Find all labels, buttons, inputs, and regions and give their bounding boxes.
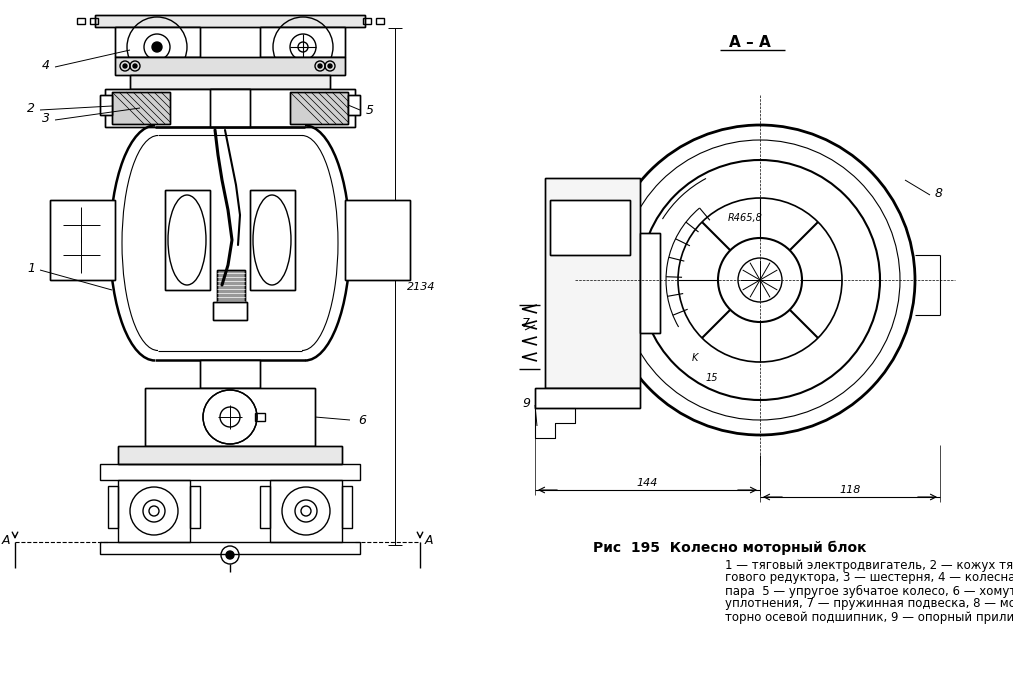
Bar [550, 200, 630, 255]
Bar [210, 89, 250, 127]
Bar [376, 18, 384, 24]
Bar [200, 360, 260, 388]
Bar [200, 360, 260, 388]
Text: 6: 6 [358, 414, 366, 427]
Bar [95, 15, 365, 27]
Bar [112, 92, 170, 124]
Bar [250, 190, 295, 290]
Text: пара  5 — упругое зубчатое колесо, 6 — хомут: пара 5 — упругое зубчатое колесо, 6 — хо… [725, 584, 1013, 598]
Bar [105, 89, 355, 127]
Text: A – A: A – A [729, 35, 771, 49]
Bar [50, 200, 115, 280]
Text: R465,8: R465,8 [728, 213, 763, 223]
Bar [115, 27, 200, 57]
Bar [118, 446, 342, 464]
Text: A: A [425, 534, 434, 546]
Bar [145, 388, 315, 446]
Bar [250, 190, 295, 290]
Circle shape [149, 506, 159, 516]
Bar [115, 57, 345, 75]
Bar [90, 18, 98, 24]
Bar [210, 89, 250, 127]
Bar [112, 92, 170, 124]
Circle shape [226, 551, 234, 559]
Bar [118, 446, 342, 464]
Bar [345, 200, 410, 280]
Bar [260, 27, 345, 57]
Bar [213, 302, 247, 320]
Bar [550, 200, 630, 255]
Text: Рис  195  Колесно моторный блок: Рис 195 Колесно моторный блок [594, 541, 867, 555]
Bar [95, 15, 365, 27]
Circle shape [301, 506, 311, 516]
Text: уплотнения, 7 — пружинная подвеска, 8 — мо-: уплотнения, 7 — пружинная подвеска, 8 — … [725, 598, 1013, 611]
Bar [165, 190, 210, 290]
Text: 1 — тяговый электродвигатель, 2 — кожух тя-: 1 — тяговый электродвигатель, 2 — кожух … [725, 559, 1013, 571]
Bar [348, 95, 360, 115]
Bar [260, 486, 270, 528]
Text: 5: 5 [366, 103, 374, 117]
Circle shape [152, 42, 162, 52]
Bar [50, 200, 115, 280]
Text: 8: 8 [935, 187, 943, 199]
Text: 4: 4 [42, 58, 50, 71]
Bar [535, 388, 640, 408]
Text: A: A [1, 534, 10, 546]
Bar [165, 190, 210, 290]
Bar [105, 89, 355, 127]
Bar [100, 464, 360, 480]
Bar [260, 27, 345, 57]
Bar [100, 95, 112, 115]
Text: 7: 7 [522, 316, 530, 330]
Bar [115, 27, 200, 57]
Bar [115, 57, 345, 75]
Bar [345, 200, 410, 280]
Bar [270, 480, 342, 542]
Circle shape [133, 64, 137, 68]
Text: 118: 118 [840, 485, 861, 495]
Bar [77, 18, 85, 24]
Bar [290, 92, 348, 124]
Bar [100, 542, 360, 554]
Bar [255, 413, 265, 421]
Circle shape [328, 64, 332, 68]
Bar [348, 95, 360, 115]
Text: 2134: 2134 [407, 282, 436, 292]
Bar [130, 75, 330, 89]
Bar [545, 178, 640, 388]
Text: 2: 2 [27, 101, 35, 115]
Text: 144: 144 [637, 478, 658, 488]
Bar [213, 302, 247, 320]
Bar [363, 18, 371, 24]
Text: 15: 15 [706, 373, 718, 383]
Bar [640, 233, 660, 333]
Bar [217, 270, 245, 302]
Circle shape [123, 64, 127, 68]
Bar [545, 178, 640, 388]
Circle shape [318, 64, 322, 68]
Bar [145, 388, 315, 446]
Bar [640, 233, 660, 333]
Bar [290, 92, 348, 124]
Bar [108, 486, 118, 528]
Bar [217, 270, 245, 302]
Bar [130, 75, 330, 89]
Circle shape [203, 390, 257, 444]
Bar [342, 486, 352, 528]
Text: 3: 3 [42, 112, 50, 124]
Text: торно осевой подшипник, 9 — опорный прилив: торно осевой подшипник, 9 — опорный прил… [725, 611, 1013, 623]
Circle shape [298, 42, 308, 52]
Bar [118, 480, 190, 542]
Bar [100, 95, 112, 115]
Text: 1: 1 [27, 262, 35, 275]
Text: 9: 9 [522, 396, 530, 409]
Text: гового редуктора, 3 — шестерня, 4 — колесная: гового редуктора, 3 — шестерня, 4 — коле… [725, 571, 1013, 584]
Text: K: K [692, 353, 698, 363]
Bar [190, 486, 200, 528]
Bar [535, 388, 640, 408]
